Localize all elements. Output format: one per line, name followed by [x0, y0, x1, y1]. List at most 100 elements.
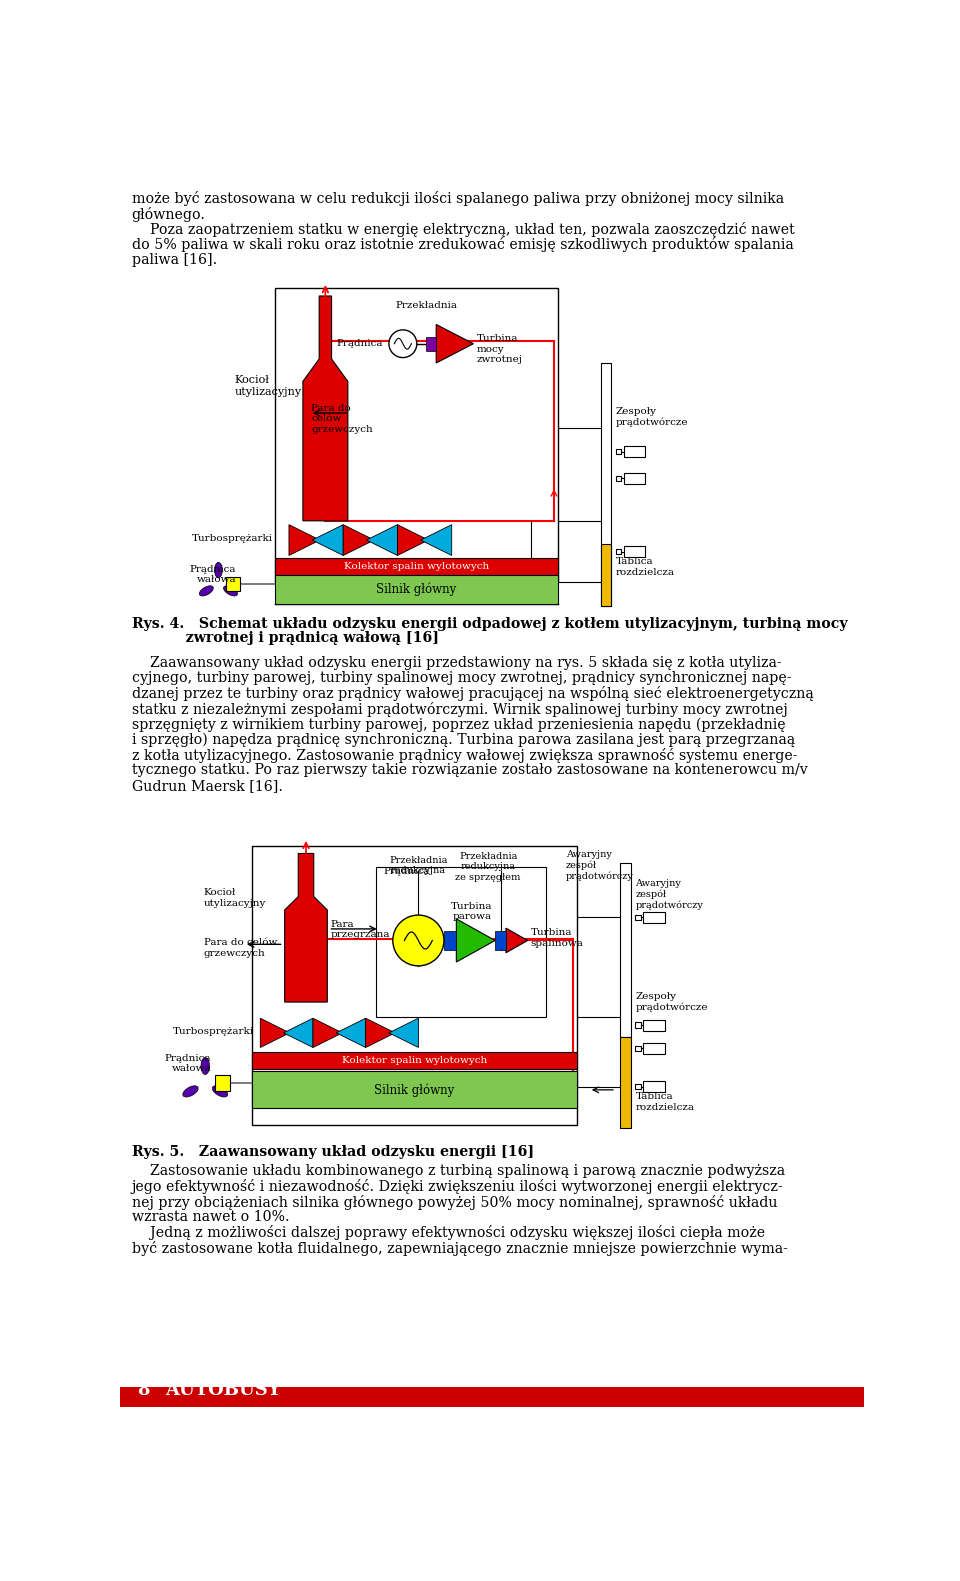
Bar [252, 1072, 577, 1108]
Polygon shape [285, 854, 327, 1002]
Text: paliwa [16].: paliwa [16]. [132, 253, 217, 267]
Bar [375, 868, 546, 1018]
Text: statku z niezależnymi zespołami prądotwórczymi. Wirnik spalinowej turbiny mocy z: statku z niezależnymi zespołami prądotwó… [132, 702, 787, 716]
Polygon shape [456, 919, 495, 961]
Ellipse shape [214, 563, 223, 577]
Bar [444, 931, 456, 950]
Text: być zastosowane kotła fluidalnego, zapewniającego znacznie mniejsze powierzchnie: być zastosowane kotła fluidalnego, zapew… [132, 1241, 787, 1255]
Bar [624, 446, 645, 457]
Bar [426, 337, 436, 351]
Text: Zastosowanie układu kombinowanego z turbiną spalinową i parową znacznie podwyższ: Zastosowanie układu kombinowanego z turb… [132, 1164, 784, 1178]
Text: Przekładnia
redukcyjna
ze sprzęgłem: Przekładnia redukcyjna ze sprzęgłem [455, 852, 521, 882]
Text: Zespoły
prądotwórcze: Zespoły prądotwórcze [616, 406, 688, 427]
Text: jego efektywność i niezawodność. Dzięki zwiększeniu ilości wytworzonej energii e: jego efektywność i niezawodność. Dzięki … [132, 1179, 783, 1194]
Bar [616, 449, 621, 454]
Text: z kotła utylizacyjnego. Zastosowanie prądnicy wałowej zwiększa sprawność systemu: z kotła utylizacyjnego. Zastosowanie prą… [132, 748, 797, 764]
Text: i sprzęgło) napędza prądnicę synchroniczną. Turbina parowa zasilana jest parą pr: i sprzęgło) napędza prądnicę synchronicz… [132, 732, 795, 746]
Bar [275, 558, 558, 575]
Bar [275, 575, 558, 604]
Text: dzanej przez te turbiny oraz prądnicy wałowej pracującej na wspólną sieć elektro: dzanej przez te turbiny oraz prądnicy wa… [132, 686, 813, 702]
Ellipse shape [212, 1086, 228, 1097]
Text: Rys. 5.   Zaawansowany układ odzysku energii [16]: Rys. 5. Zaawansowany układ odzysku energ… [132, 1145, 534, 1159]
Bar [643, 912, 665, 923]
Ellipse shape [182, 1086, 198, 1097]
Bar [643, 1020, 665, 1031]
Bar [620, 863, 631, 1037]
Bar [636, 1023, 641, 1028]
Bar [636, 1085, 641, 1089]
Circle shape [393, 915, 444, 966]
Text: Prądnica: Prądnica [336, 340, 383, 348]
Polygon shape [389, 1018, 419, 1048]
Bar [620, 1037, 631, 1127]
Text: AUTOBUSY: AUTOBUSY [165, 1382, 280, 1399]
Text: nej przy obciążeniach silnika głównego powyżej 50% mocy nominalnej, sprawność uk: nej przy obciążeniach silnika głównego p… [132, 1195, 778, 1209]
Bar [624, 473, 645, 484]
Bar [495, 931, 506, 950]
Text: Silnik główny: Silnik główny [376, 583, 457, 596]
Bar [601, 364, 612, 606]
Polygon shape [344, 525, 374, 555]
Bar [643, 1043, 665, 1053]
Text: Awaryjny
zespół
prądotwórczy: Awaryjny zespół prądotwórczy [636, 879, 704, 911]
Polygon shape [420, 525, 452, 555]
Text: Para
przegrzana: Para przegrzana [331, 920, 391, 939]
Text: Przekładnia
redukcyjna: Przekładnia redukcyjna [389, 855, 447, 876]
Text: Tablica
rozdzielcza: Tablica rozdzielcza [636, 1092, 694, 1111]
Bar [227, 577, 240, 591]
Text: do 5% paliwa w skali roku oraz istotnie zredukować emisję szkodliwych produktów : do 5% paliwa w skali roku oraz istotnie … [132, 237, 793, 253]
Text: Silnik główny: Silnik główny [374, 1083, 455, 1097]
Bar [624, 545, 645, 557]
Polygon shape [313, 1018, 343, 1048]
Text: Kocioł
utylizacyjny: Kocioł utylizacyjny [204, 889, 266, 907]
Text: Gudrun Maersk [16].: Gudrun Maersk [16]. [132, 779, 282, 792]
Polygon shape [260, 1018, 290, 1048]
Polygon shape [303, 296, 348, 520]
Text: Turbina
parowa: Turbina parowa [451, 903, 492, 922]
Polygon shape [312, 525, 344, 555]
Bar [120, 1387, 864, 1410]
Text: Rys. 4.   Schemat układu odzysku energii odpadowej z kotłem utylizacyjnym, turbi: Rys. 4. Schemat układu odzysku energii o… [132, 617, 848, 631]
Text: Turbina
mocy
zwrotnej: Turbina mocy zwrotnej [476, 335, 522, 364]
Text: Para do
celów
grzewczych: Para do celów grzewczych [311, 403, 373, 433]
Ellipse shape [200, 587, 213, 596]
Text: Zespoły
prądotwórcze: Zespoły prądotwórcze [636, 991, 708, 1012]
Text: zwrotnej i prądnicą wałową [16]: zwrotnej i prądnicą wałową [16] [132, 631, 439, 645]
Ellipse shape [224, 587, 237, 596]
Bar [252, 846, 577, 1126]
Bar [636, 1045, 641, 1051]
Text: 8: 8 [137, 1382, 150, 1399]
Text: Turbosprężarki: Turbosprężarki [192, 534, 273, 542]
Text: Prądnica: Prądnica [383, 868, 430, 876]
Text: Kolektor spalin wylotowych: Kolektor spalin wylotowych [344, 561, 489, 571]
Polygon shape [367, 525, 397, 555]
Text: Zaawansowany układ odzysku energii przedstawiony na rys. 5 składa się z kotła ut: Zaawansowany układ odzysku energii przed… [132, 656, 781, 670]
Polygon shape [366, 1018, 396, 1048]
Text: Tablica
rozdzielcza: Tablica rozdzielcza [616, 558, 675, 577]
Bar [616, 476, 621, 481]
Bar [275, 288, 558, 582]
Polygon shape [436, 324, 473, 364]
Polygon shape [283, 1018, 313, 1048]
Text: Jedną z możliwości dalszej poprawy efektywności odzysku większej ilości ciepła m: Jedną z możliwości dalszej poprawy efekt… [132, 1225, 765, 1241]
Text: może być zastosowana w celu redukcji ilości spalanego paliwa przy obniżonej mocy: może być zastosowana w celu redukcji ilo… [132, 191, 783, 206]
Text: sprzęgnięty z wirnikiem turbiny parowej, poprzez układ przeniesienia napędu (prz: sprzęgnięty z wirnikiem turbiny parowej,… [132, 718, 785, 732]
Circle shape [389, 330, 417, 357]
Text: Para do celów
grzewczych: Para do celów grzewczych [204, 938, 277, 958]
Polygon shape [397, 525, 428, 555]
Text: Prądnica
wałowa: Prądnica wałowa [190, 564, 236, 585]
Bar [214, 1075, 230, 1091]
Text: Awaryjny
zespół
prądotwórczy: Awaryjny zespół prądotwórczy [565, 851, 634, 881]
Text: wzrasta nawet o 10%.: wzrasta nawet o 10%. [132, 1209, 289, 1224]
Polygon shape [336, 1018, 366, 1048]
Polygon shape [289, 525, 320, 555]
Text: Kocioł
utylizacyjny: Kocioł utylizacyjny [234, 375, 301, 397]
Text: tycznego statku. Po raz pierwszy takie rozwiązanie zostało zastosowane na konten: tycznego statku. Po raz pierwszy takie r… [132, 764, 807, 778]
Polygon shape [506, 928, 528, 953]
Text: Poza zaopatrzeniem statku w energię elektryczną, układ ten, pozwala zaoszczędzić: Poza zaopatrzeniem statku w energię elek… [132, 221, 794, 237]
Bar [252, 1051, 577, 1069]
Bar [616, 549, 621, 555]
Bar [643, 1081, 665, 1092]
Text: Turbosprężarki: Turbosprężarki [173, 1026, 254, 1036]
Text: Kolektor spalin wylotowych: Kolektor spalin wylotowych [342, 1056, 487, 1066]
